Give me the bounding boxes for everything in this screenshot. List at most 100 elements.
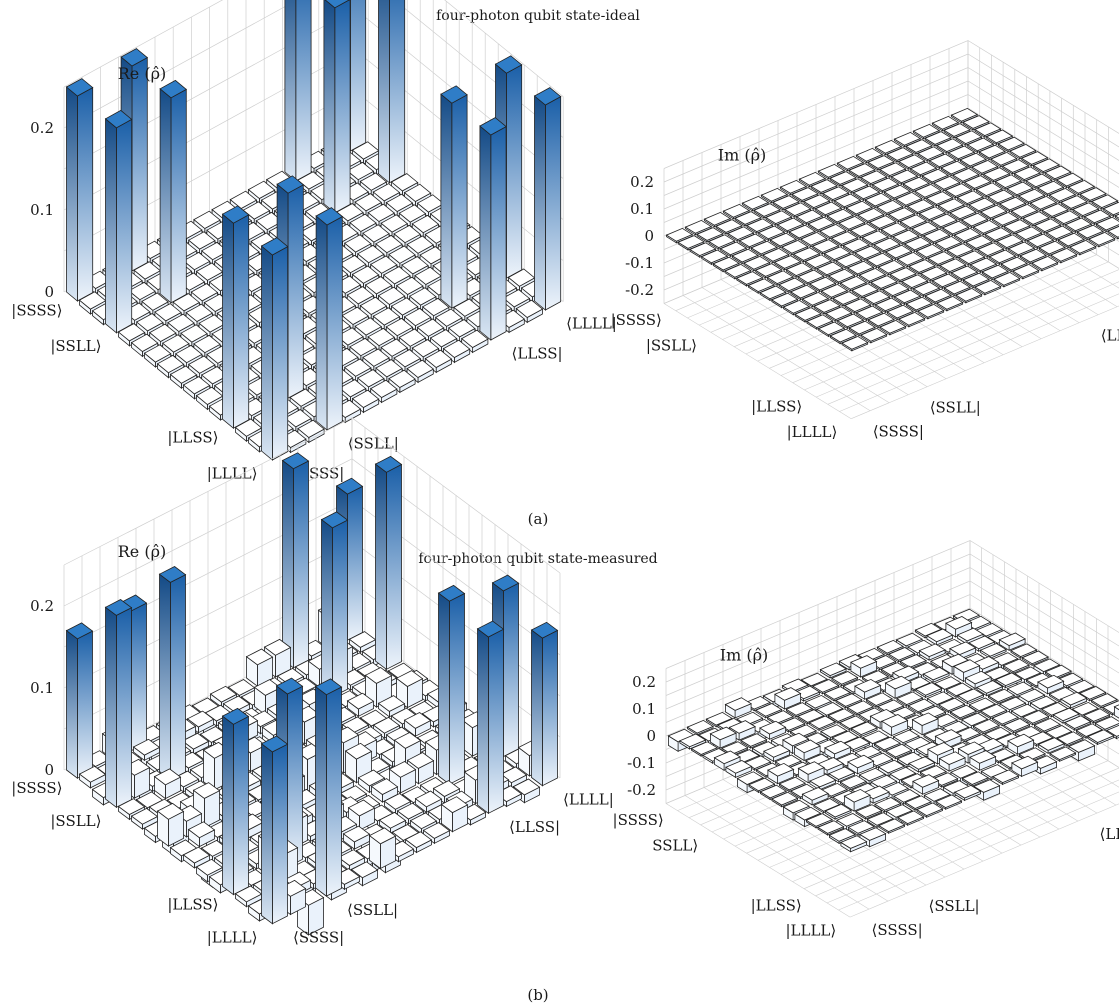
- bar: [1012, 263, 1040, 280]
- bar: [1079, 686, 1107, 702]
- bar: [949, 704, 977, 721]
- bar: [767, 762, 795, 785]
- bar: [1049, 746, 1077, 762]
- bar: [811, 239, 840, 255]
- bar: [937, 198, 965, 214]
- bar: [827, 708, 855, 724]
- panel-b-imaginary-part: 0.20.10-0.1-0.2Im (ρ̂)|SSSS⟩SSLL⟩|LLSS⟩|…: [613, 540, 1119, 940]
- bar: [907, 698, 935, 715]
- bar: [928, 153, 957, 170]
- bar: [346, 692, 375, 718]
- z-tick-label: 0.2: [30, 597, 54, 615]
- bar: [850, 655, 878, 678]
- figure-b-title: four-photon qubit state-measured: [418, 551, 657, 567]
- column-label: ⟨LLLL|: [563, 791, 614, 809]
- z-tick-label: 0.1: [30, 679, 54, 697]
- z-tick-label: -0.2: [625, 281, 654, 299]
- bar: [793, 739, 821, 762]
- bar: [987, 189, 1015, 206]
- column-label: ⟨LLSS|: [1101, 327, 1119, 345]
- bar: [530, 621, 559, 787]
- bar: [867, 155, 895, 171]
- bar: [221, 205, 250, 430]
- bar: [1038, 240, 1066, 257]
- bar: [987, 688, 1015, 705]
- bar: [1031, 255, 1059, 272]
- z-tick-label: 0.1: [630, 200, 654, 218]
- bar: [337, 849, 366, 872]
- bar: [946, 243, 974, 259]
- bar: [885, 743, 913, 760]
- bar: [1060, 195, 1088, 211]
- bar: [1083, 708, 1111, 724]
- column-label: ⟨LLLL|: [566, 315, 617, 333]
- bar: [843, 788, 871, 812]
- bar: [991, 211, 1020, 228]
- bar: [378, 0, 406, 184]
- bar: [893, 289, 922, 306]
- bar: [1072, 202, 1100, 218]
- bar: [950, 265, 979, 282]
- bar: [836, 313, 865, 330]
- z-axis-label: Im (ρ̂): [718, 146, 766, 165]
- panel-a-real-part: 0.2 0.1 0 Re (ρ̂) |SSSS⟩ |SSLL⟩ |LLSS⟩ |LLLL⟩ ⟨S…: [11, 0, 617, 483]
- bar: [940, 160, 968, 177]
- bar: [850, 721, 878, 738]
- z-tick-label: -0.2: [627, 781, 656, 799]
- bar: [1037, 737, 1065, 755]
- bar: [867, 312, 895, 329]
- bars: [665, 107, 1119, 352]
- z-axis-label: Re (ρ̂): [118, 542, 167, 561]
- bar: [916, 802, 944, 818]
- bar: [915, 682, 943, 699]
- bar: [665, 227, 694, 244]
- bar: [769, 232, 797, 249]
- bar: [827, 268, 856, 285]
- bar: [830, 231, 859, 247]
- bar: [715, 219, 743, 235]
- bar: [914, 183, 942, 200]
- bar: [725, 760, 753, 779]
- bar: [806, 314, 834, 330]
- bar: [78, 765, 107, 789]
- bar: [965, 235, 993, 251]
- bar: [954, 784, 982, 802]
- row-label: |LLSS⟩: [751, 398, 802, 416]
- bar: [993, 271, 1021, 288]
- bar: [1007, 241, 1036, 258]
- bar: [377, 695, 406, 718]
- bar: [1090, 693, 1118, 709]
- bar: [849, 223, 878, 239]
- bar: [823, 246, 851, 262]
- bar: [808, 276, 837, 293]
- bar: [221, 707, 250, 896]
- bar: [132, 738, 161, 762]
- bar: [829, 328, 857, 345]
- bar: [817, 321, 846, 338]
- bar: [801, 291, 830, 308]
- bar: [709, 726, 737, 749]
- bar: [930, 213, 958, 230]
- bar: [1032, 158, 1060, 174]
- bar: [949, 205, 977, 222]
- bar: [770, 292, 799, 309]
- row-label: |SSSS⟩: [611, 311, 662, 329]
- bar: [958, 250, 986, 266]
- bar: [961, 771, 989, 787]
- bar: [950, 107, 979, 124]
- bar: [763, 744, 791, 763]
- bar: [981, 264, 1009, 281]
- bar: [798, 171, 827, 188]
- column-label: ⟨SSSS|: [873, 423, 924, 441]
- bar: [918, 643, 946, 661]
- bar: [750, 240, 778, 257]
- bar: [1091, 194, 1119, 210]
- bar: [947, 145, 976, 162]
- bar: [797, 761, 825, 784]
- bar: [957, 688, 985, 705]
- figure-a-title: four-photon qubit state-ideal: [436, 8, 640, 24]
- bar: [782, 299, 811, 316]
- bar: [800, 231, 828, 248]
- bar: [342, 825, 371, 850]
- bar: [892, 229, 920, 246]
